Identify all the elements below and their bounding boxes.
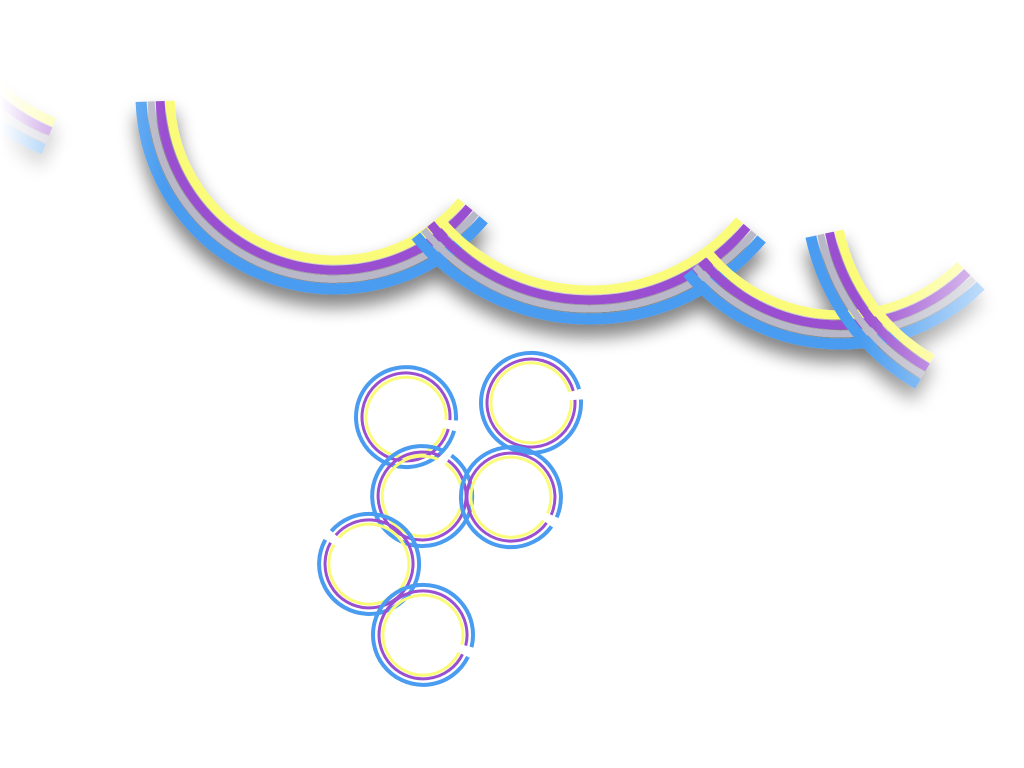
- stripe-blue: [0, 117, 46, 155]
- stripe-purple: [698, 257, 971, 330]
- ring-blue: [354, 365, 458, 470]
- ring-yellow: [364, 375, 448, 459]
- ring-purple: [465, 451, 557, 543]
- scallop-border: [0, 81, 985, 389]
- stripe-purple: [825, 231, 930, 372]
- stripe-purple: [0, 94, 53, 136]
- scallop-arc: [0, 81, 57, 155]
- stripe-blue: [683, 269, 985, 350]
- ring-purple: [360, 371, 452, 463]
- ring-blue: [371, 582, 476, 687]
- ring-purple: [485, 357, 577, 449]
- ring: [371, 582, 476, 687]
- stripe-gray: [147, 101, 479, 283]
- stripe-yellow: [706, 251, 964, 320]
- stripe-gray: [817, 233, 925, 379]
- stripe-blue: [805, 235, 921, 389]
- ring-blue: [458, 445, 563, 550]
- ring: [370, 444, 475, 549]
- scallop-arc: [683, 251, 985, 350]
- ring-cluster: [317, 350, 583, 687]
- ring-blue: [479, 350, 583, 455]
- ring-yellow: [327, 522, 411, 606]
- stripe-gray: [692, 264, 977, 338]
- ring-blue: [370, 444, 475, 549]
- stripe-blue: [135, 101, 488, 295]
- ring-yellow: [380, 454, 464, 538]
- ring-yellow: [469, 455, 553, 539]
- ring: [479, 350, 583, 455]
- scallop-arc: [805, 229, 935, 389]
- stripe-yellow: [0, 81, 57, 127]
- ring: [458, 445, 563, 550]
- ring-yellow: [489, 361, 573, 445]
- stripe-yellow: [435, 214, 743, 295]
- ring-purple: [377, 589, 469, 681]
- ring-purple: [323, 518, 415, 610]
- ring: [354, 365, 458, 470]
- stripe-gray: [0, 107, 49, 144]
- ring-yellow: [381, 593, 465, 677]
- stripe-yellow: [834, 229, 935, 363]
